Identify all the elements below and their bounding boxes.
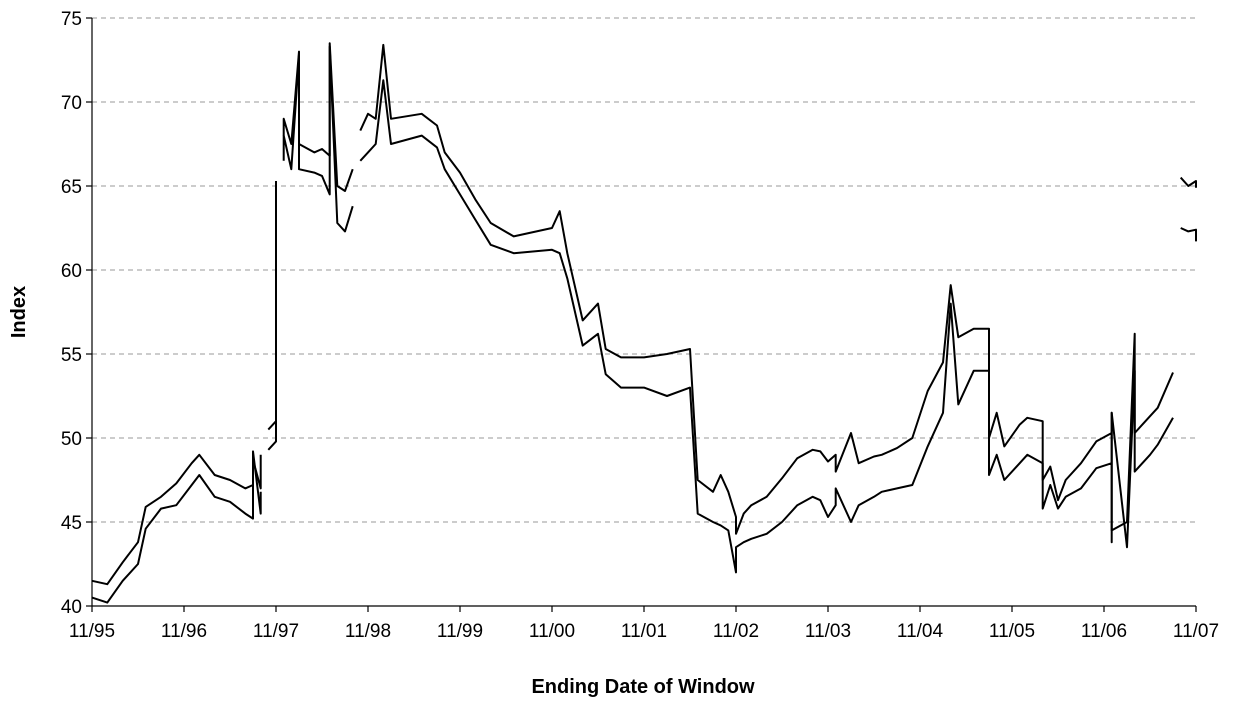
- x-tick-label: 11/00: [529, 621, 575, 642]
- y-tick-label: 45: [61, 513, 82, 534]
- series-layer: [91, 42, 1197, 604]
- x-axis-title: Ending Date of Window: [531, 676, 755, 698]
- y-tick-label: 65: [61, 177, 82, 198]
- y-axis-title: Index: [8, 286, 30, 338]
- tick-labels: 40 45 50 55 60 65 70 75 11/95 11/96 11/97 11/98 11/9…: [61, 9, 1219, 642]
- y-tick-label: 70: [61, 93, 82, 114]
- x-tick-label: 11/07: [1173, 621, 1219, 642]
- axes: [91, 18, 1196, 607]
- x-tick-label: 11/04: [897, 621, 944, 642]
- ticks: [86, 17, 1197, 612]
- x-tick-label: 11/02: [713, 621, 759, 642]
- series-line-2: [91, 45, 1197, 604]
- x-tick-label: 11/96: [161, 621, 207, 642]
- y-tick-label: 60: [61, 261, 82, 282]
- x-tick-label: 11/05: [989, 621, 1035, 642]
- y-tick-label: 75: [61, 9, 82, 30]
- gridlines: [92, 17, 1196, 523]
- y-tick-label: 50: [61, 429, 82, 450]
- x-tick-label: 11/01: [621, 621, 667, 642]
- x-tick-label: 11/06: [1081, 621, 1127, 642]
- x-tick-label: 11/95: [69, 621, 115, 642]
- x-tick-label: 11/97: [253, 621, 299, 642]
- x-tick-label: 11/98: [345, 621, 391, 642]
- x-tick-label: 11/99: [437, 621, 483, 642]
- x-tick-label: 11/03: [805, 621, 851, 642]
- series-line-1: [91, 42, 1197, 586]
- y-tick-label: 40: [61, 597, 82, 618]
- y-tick-label: 55: [61, 345, 82, 366]
